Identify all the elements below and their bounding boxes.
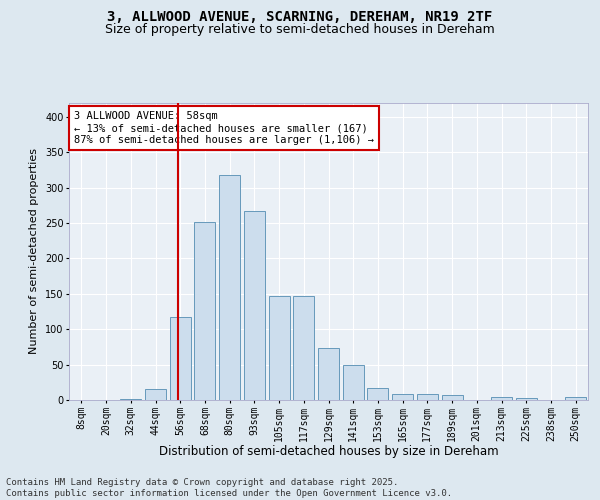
Bar xyxy=(244,211,265,400)
Bar xyxy=(170,317,191,400)
Bar xyxy=(367,388,388,400)
Bar xyxy=(417,394,438,400)
Bar xyxy=(343,364,364,400)
Bar xyxy=(145,390,166,400)
Bar xyxy=(293,296,314,400)
Bar xyxy=(269,296,290,400)
Text: 3 ALLWOOD AVENUE: 58sqm
← 13% of semi-detached houses are smaller (167)
87% of s: 3 ALLWOOD AVENUE: 58sqm ← 13% of semi-de… xyxy=(74,112,374,144)
Text: Distribution of semi-detached houses by size in Dereham: Distribution of semi-detached houses by … xyxy=(159,444,499,458)
Text: Size of property relative to semi-detached houses in Dereham: Size of property relative to semi-detach… xyxy=(105,22,495,36)
Bar xyxy=(392,394,413,400)
Text: 3, ALLWOOD AVENUE, SCARNING, DEREHAM, NR19 2TF: 3, ALLWOOD AVENUE, SCARNING, DEREHAM, NR… xyxy=(107,10,493,24)
Bar xyxy=(442,395,463,400)
Bar xyxy=(516,398,537,400)
Bar xyxy=(219,176,240,400)
Bar xyxy=(120,398,141,400)
Bar xyxy=(491,397,512,400)
Bar xyxy=(565,397,586,400)
Text: Contains HM Land Registry data © Crown copyright and database right 2025.
Contai: Contains HM Land Registry data © Crown c… xyxy=(6,478,452,498)
Bar xyxy=(318,348,339,400)
Y-axis label: Number of semi-detached properties: Number of semi-detached properties xyxy=(29,148,39,354)
Bar xyxy=(194,222,215,400)
